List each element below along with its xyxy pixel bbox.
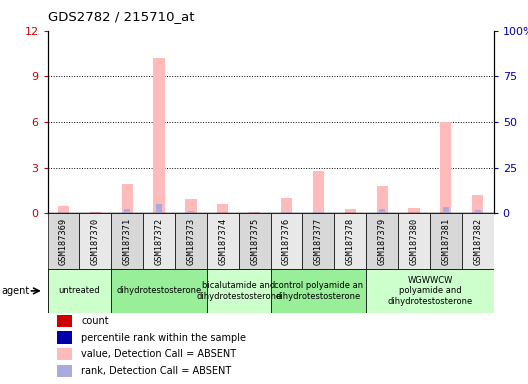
Bar [79, 213, 111, 269]
Bar [57, 315, 72, 327]
Bar [217, 204, 229, 213]
Bar [270, 269, 366, 313]
Bar [57, 365, 72, 377]
Bar [61, 212, 66, 213]
Bar [156, 204, 162, 213]
Bar [57, 348, 72, 361]
Bar [207, 213, 239, 269]
Text: GSM187372: GSM187372 [155, 218, 164, 265]
Text: GSM187378: GSM187378 [346, 218, 355, 265]
Bar [143, 213, 175, 269]
Text: GSM187370: GSM187370 [91, 218, 100, 265]
Text: GSM187374: GSM187374 [218, 218, 227, 265]
Bar [185, 199, 196, 213]
Bar [58, 205, 69, 213]
Text: GSM187380: GSM187380 [410, 218, 419, 265]
Text: bicalutamide and
dihydrotestosterone: bicalutamide and dihydrotestosterone [196, 281, 281, 301]
Text: GSM187369: GSM187369 [59, 218, 68, 265]
Bar [48, 269, 111, 313]
Text: GSM187377: GSM187377 [314, 218, 323, 265]
Bar [398, 213, 430, 269]
Bar [284, 212, 289, 213]
Bar [430, 213, 462, 269]
Text: GSM187373: GSM187373 [186, 218, 195, 265]
Bar [111, 269, 207, 313]
Bar [154, 58, 165, 213]
Bar [249, 212, 260, 213]
Text: dihydrotestosterone: dihydrotestosterone [117, 286, 202, 295]
Bar [303, 213, 334, 269]
Bar [376, 186, 388, 213]
Bar [462, 213, 494, 269]
Text: rank, Detection Call = ABSENT: rank, Detection Call = ABSENT [81, 366, 231, 376]
Bar [472, 195, 483, 213]
Bar [440, 122, 451, 213]
Bar [475, 210, 480, 213]
Bar [121, 184, 133, 213]
Text: percentile rank within the sample: percentile rank within the sample [81, 333, 246, 343]
Bar [313, 170, 324, 213]
Bar [57, 331, 72, 344]
Bar [366, 269, 494, 313]
Text: GSM187371: GSM187371 [122, 218, 131, 265]
Bar [366, 213, 398, 269]
Bar [48, 213, 79, 269]
Bar [188, 211, 194, 213]
Text: value, Detection Call = ABSENT: value, Detection Call = ABSENT [81, 349, 236, 359]
Bar [111, 213, 143, 269]
Text: count: count [81, 316, 109, 326]
Text: untreated: untreated [59, 286, 100, 295]
Text: GSM187375: GSM187375 [250, 218, 259, 265]
Bar [239, 213, 270, 269]
Bar [90, 212, 101, 213]
Text: WGWWCW
polyamide and
dihydrotestosterone: WGWWCW polyamide and dihydrotestosterone [388, 276, 473, 306]
Text: GSM187381: GSM187381 [441, 218, 450, 265]
Text: GDS2782 / 215710_at: GDS2782 / 215710_at [48, 10, 194, 23]
Bar [270, 213, 303, 269]
Bar [125, 209, 130, 213]
Bar [281, 198, 292, 213]
Bar [316, 212, 321, 213]
Bar [409, 208, 420, 213]
Text: control polyamide an
dihydrotestosterone: control polyamide an dihydrotestosterone [274, 281, 363, 301]
Bar [175, 213, 207, 269]
Text: GSM187382: GSM187382 [473, 218, 482, 265]
Bar [334, 213, 366, 269]
Text: agent: agent [1, 286, 29, 296]
Bar [443, 207, 449, 213]
Bar [207, 269, 270, 313]
Text: GSM187376: GSM187376 [282, 218, 291, 265]
Bar [379, 210, 385, 213]
Bar [345, 209, 356, 213]
Text: GSM187379: GSM187379 [378, 218, 386, 265]
